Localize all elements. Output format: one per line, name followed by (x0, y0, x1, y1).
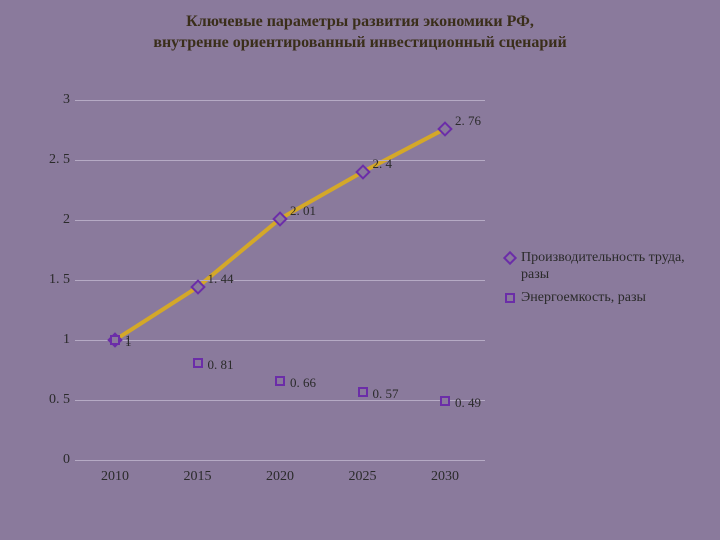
data-marker (440, 396, 450, 406)
y-tick-label: 0. 5 (35, 392, 70, 408)
x-tick-label: 2030 (431, 469, 459, 485)
gridline (75, 460, 485, 461)
gridline (75, 160, 485, 161)
x-tick-label: 2015 (184, 469, 212, 485)
legend-label: Производительность труда, разы (521, 250, 705, 284)
data-label: 2. 76 (455, 113, 481, 129)
title-line-2: внутренне ориентированный инвестиционный… (40, 33, 680, 54)
gridline (75, 280, 485, 281)
diamond-icon (503, 251, 517, 265)
y-tick-label: 2. 5 (35, 152, 70, 168)
legend-item: Энергоемкость, разы (505, 290, 705, 307)
legend-item: Производительность труда, разы (505, 250, 705, 284)
data-marker (275, 376, 285, 386)
data-marker (358, 387, 368, 397)
data-label: 0. 66 (290, 375, 316, 391)
square-icon (505, 293, 515, 303)
x-tick-label: 2020 (266, 469, 294, 485)
y-tick-label: 2 (35, 212, 70, 228)
plot-area: 00. 511. 522. 532010201520202025203011. … (75, 100, 485, 460)
legend-label: Энергоемкость, разы (521, 290, 646, 307)
x-tick-label: 2010 (101, 469, 129, 485)
legend: Производительность труда, разы Энергоемко… (505, 250, 705, 312)
gridline (75, 340, 485, 341)
y-tick-label: 1 (35, 332, 70, 348)
x-tick-label: 2025 (349, 469, 377, 485)
data-marker (193, 358, 203, 368)
title-line-1: Ключевые параметры развития экономики РФ… (40, 12, 680, 33)
data-label: 2. 4 (373, 156, 393, 172)
data-label: 0. 57 (373, 386, 399, 402)
data-label: 1. 44 (208, 271, 234, 287)
y-tick-label: 3 (35, 92, 70, 108)
data-label: 0. 49 (455, 395, 481, 411)
gridline (75, 100, 485, 101)
y-tick-label: 1. 5 (35, 272, 70, 288)
data-label: 2. 01 (290, 203, 316, 219)
data-marker (110, 335, 120, 345)
gridline (75, 400, 485, 401)
data-label: 1 (125, 334, 132, 350)
y-tick-label: 0 (35, 452, 70, 468)
chart-title: Ключевые параметры развития экономики РФ… (0, 0, 720, 58)
chart: 00. 511. 522. 532010201520202025203011. … (30, 100, 690, 500)
data-label: 0. 81 (208, 357, 234, 373)
